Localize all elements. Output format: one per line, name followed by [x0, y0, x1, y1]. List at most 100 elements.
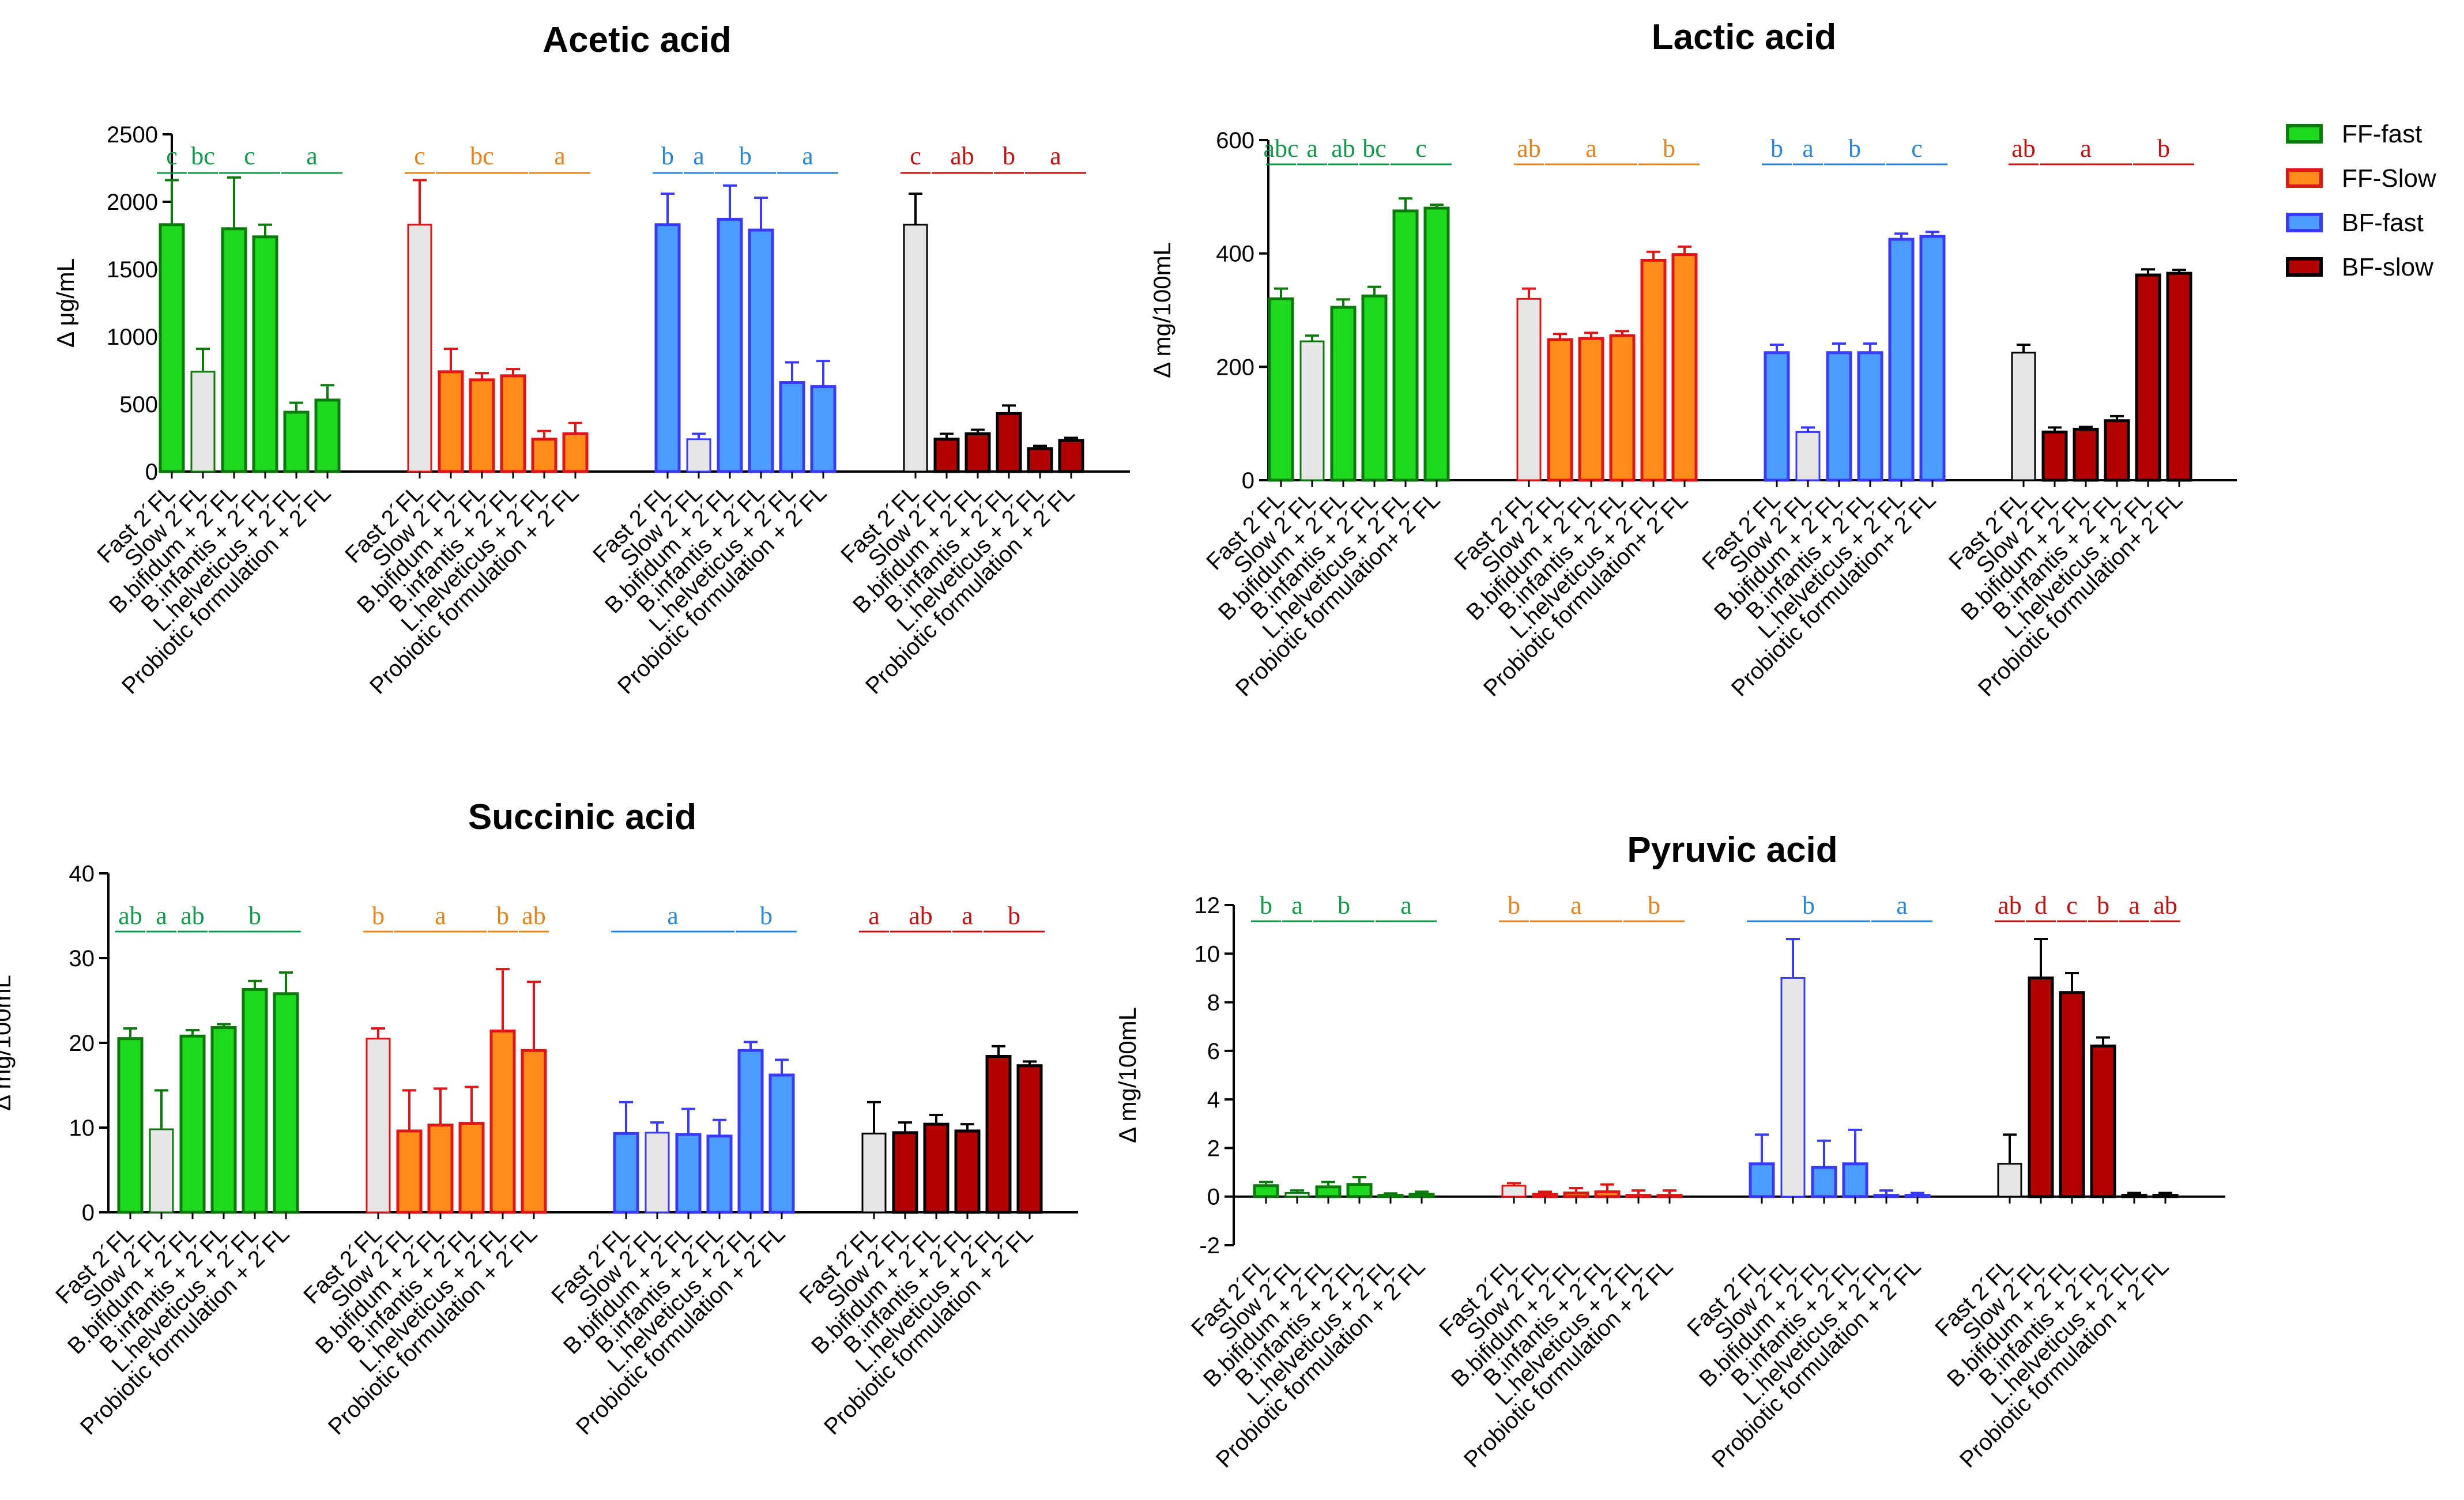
- bar: [2059, 991, 2085, 1199]
- bar: [1284, 1192, 1310, 1198]
- chart-title: Acetic acid: [542, 20, 731, 60]
- significance-letter: a: [1585, 134, 1597, 163]
- significance-letter: c: [244, 142, 255, 170]
- significance-letter: ab: [1998, 891, 2022, 919]
- y-tick-label: 600: [1216, 128, 1254, 153]
- significance-letter: ab: [2011, 134, 2036, 163]
- bar: [2152, 1194, 2179, 1199]
- significance-letter: a: [868, 902, 880, 930]
- bar: [1392, 209, 1419, 482]
- bar: [427, 1124, 454, 1214]
- y-tick-label: 0: [82, 1200, 95, 1226]
- y-axis-label: Δ μg/mL: [52, 258, 79, 348]
- significance-letter: c: [910, 142, 921, 170]
- bar: [985, 1055, 1012, 1214]
- bar: [2121, 1194, 2147, 1199]
- significance-letter: bc: [1362, 134, 1387, 163]
- significance-letter: a: [1896, 891, 1908, 919]
- y-tick-label: 4: [1207, 1087, 1220, 1113]
- significance-letter: bc: [191, 142, 215, 170]
- bar: [179, 1034, 206, 1214]
- significance-letter: ab: [1517, 134, 1541, 163]
- y-tick-label: 0: [145, 459, 158, 485]
- bar: [1640, 258, 1667, 482]
- significance-letter: a: [1050, 142, 1061, 170]
- significance-letter: a: [1306, 134, 1318, 163]
- bar: [996, 412, 1022, 473]
- bar: [737, 1049, 764, 1214]
- y-tick-label: 500: [119, 392, 158, 417]
- significance-letter: ab: [522, 902, 546, 930]
- bar: [1997, 1163, 2022, 1198]
- significance-letter: ab: [118, 902, 142, 930]
- bar: [489, 1029, 516, 1214]
- significance-letter: b: [248, 902, 261, 930]
- y-tick-label: 1000: [107, 325, 158, 350]
- bar: [500, 374, 526, 473]
- bar: [366, 1038, 391, 1213]
- bar: [613, 1132, 639, 1214]
- significance-letter: b: [760, 902, 773, 930]
- bar: [1764, 351, 1790, 482]
- legend: FF-fast FF-Slow BF-fast BF-slow: [2286, 120, 2436, 281]
- bar: [1594, 1190, 1621, 1199]
- bar: [1609, 334, 1636, 482]
- bar: [149, 1128, 174, 1213]
- bar: [1315, 1185, 1342, 1199]
- significance-letter: b: [1508, 891, 1520, 919]
- bar: [562, 432, 589, 473]
- bar: [1547, 338, 1573, 482]
- significance-letter: b: [1802, 891, 1815, 919]
- bar: [1027, 447, 1053, 473]
- bar: [779, 381, 805, 473]
- significance-letter: c: [414, 142, 425, 170]
- bar: [1016, 1064, 1043, 1214]
- bar: [283, 410, 310, 473]
- bar: [1857, 351, 1883, 482]
- bar: [1780, 977, 1806, 1198]
- y-tick-label: 10: [69, 1115, 95, 1141]
- bar: [1516, 297, 1542, 481]
- bar: [210, 1026, 237, 1214]
- significance-letter: d: [2035, 891, 2047, 919]
- bar: [1408, 1193, 1435, 1199]
- significance-letter: a: [1400, 891, 1412, 919]
- bar: [706, 1135, 733, 1214]
- bar: [1346, 1183, 1373, 1199]
- y-tick-label: 8: [1207, 990, 1220, 1016]
- chart-panel-2: Succinic acid 0 10 20 30 40 Δ mg/100mL Fast 2´F…: [0, 797, 1078, 1440]
- significance-letter: b: [1260, 891, 1272, 919]
- y-tick-label: -2: [1199, 1233, 1220, 1258]
- significance-letter: ab: [950, 142, 974, 170]
- significance-letter: a: [156, 902, 167, 930]
- bar: [314, 398, 341, 473]
- y-tick-label: 2500: [107, 122, 158, 148]
- significance-letter: b: [1770, 134, 1783, 163]
- bar: [2104, 419, 2130, 482]
- y-tick-label: 2: [1207, 1136, 1220, 1161]
- legend-label: FF-fast: [2342, 120, 2422, 148]
- bar: [242, 988, 268, 1214]
- bar: [1299, 340, 1325, 481]
- chart-title: Pyruvic acid: [1627, 830, 1837, 870]
- legend-swatch-BF-fast: [2286, 213, 2323, 232]
- bar: [1423, 206, 1450, 482]
- bar: [1253, 1184, 1279, 1199]
- significance-letter: a: [1570, 891, 1582, 919]
- significance-letter: a: [1291, 891, 1303, 919]
- bar: [531, 438, 557, 473]
- significance-letter: a: [962, 902, 973, 930]
- bar: [933, 438, 960, 473]
- chart-panel-3: Pyruvic acid -2 0 2 4 6 8 10 12 Δ mg/100mL Fast 2´…: [1114, 830, 2225, 1473]
- bar: [768, 1073, 795, 1214]
- bar: [654, 223, 681, 473]
- bar: [190, 371, 216, 473]
- legend-label: FF-Slow: [2342, 164, 2436, 193]
- bar: [407, 224, 432, 473]
- bar: [252, 235, 278, 473]
